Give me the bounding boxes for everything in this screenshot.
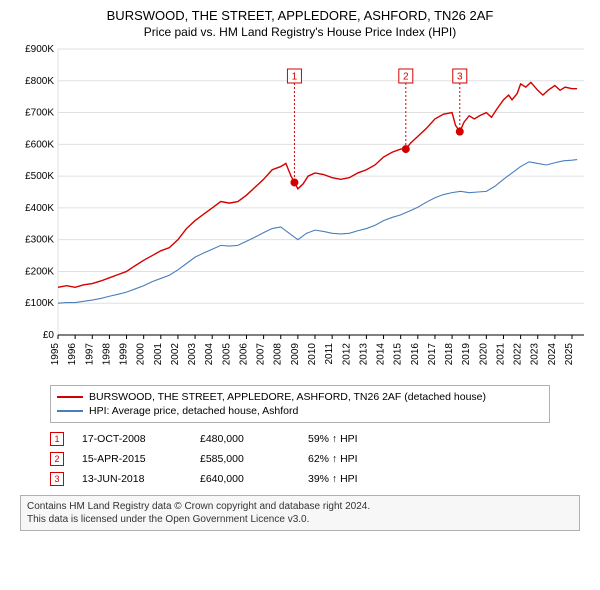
legend-swatch	[57, 396, 83, 398]
svg-text:£100K: £100K	[25, 298, 54, 309]
legend-label: BURSWOOD, THE STREET, APPLEDORE, ASHFORD…	[89, 391, 486, 403]
svg-text:2009: 2009	[290, 343, 301, 366]
events-table: 1 17-OCT-2008 £480,000 59% ↑ HPI 2 15-AP…	[50, 429, 580, 489]
svg-text:2025: 2025	[564, 343, 575, 366]
svg-text:1: 1	[292, 72, 298, 83]
svg-text:2020: 2020	[478, 343, 489, 366]
event-pct: 62% ↑ HPI	[308, 453, 418, 465]
svg-text:2022: 2022	[513, 343, 524, 366]
chart-subtitle: Price paid vs. HM Land Registry's House …	[10, 25, 590, 39]
svg-text:2008: 2008	[273, 343, 284, 366]
event-price: £640,000	[200, 473, 290, 485]
event-marker: 3	[50, 472, 64, 486]
svg-text:£600K: £600K	[25, 139, 54, 150]
svg-text:2015: 2015	[393, 343, 404, 366]
price-chart: £0 £100K £200K £300K £400K £500K £600K £700K £80…	[10, 45, 590, 375]
svg-text:1998: 1998	[101, 343, 112, 366]
svg-text:£700K: £700K	[25, 108, 54, 119]
svg-text:2019: 2019	[461, 343, 472, 366]
svg-text:2018: 2018	[444, 343, 455, 366]
svg-text:3: 3	[457, 72, 463, 83]
legend-item: HPI: Average price, detached house, Ashf…	[57, 404, 543, 418]
legend: BURSWOOD, THE STREET, APPLEDORE, ASHFORD…	[50, 385, 550, 423]
svg-text:2024: 2024	[547, 343, 558, 366]
svg-text:£800K: £800K	[25, 76, 54, 87]
svg-text:£900K: £900K	[25, 45, 54, 55]
svg-text:£500K: £500K	[25, 171, 54, 182]
svg-text:2004: 2004	[204, 343, 215, 366]
svg-text:2006: 2006	[238, 343, 249, 366]
svg-text:2016: 2016	[410, 343, 421, 366]
event-num: 2	[54, 454, 59, 464]
footer-line: Contains HM Land Registry data © Crown c…	[27, 500, 573, 513]
svg-text:2014: 2014	[376, 343, 387, 366]
footer-line: This data is licensed under the Open Gov…	[27, 513, 573, 526]
footer: Contains HM Land Registry data © Crown c…	[20, 495, 580, 531]
svg-text:2013: 2013	[358, 343, 369, 366]
event-marker: 1	[50, 432, 64, 446]
event-pct: 39% ↑ HPI	[308, 473, 418, 485]
legend-label: HPI: Average price, detached house, Ashf…	[89, 405, 298, 417]
event-date: 15-APR-2015	[82, 453, 182, 465]
svg-text:2001: 2001	[153, 343, 164, 366]
svg-text:2003: 2003	[187, 343, 198, 366]
svg-text:2021: 2021	[495, 343, 506, 366]
event-price: £480,000	[200, 433, 290, 445]
svg-text:2017: 2017	[427, 343, 438, 366]
svg-text:£400K: £400K	[25, 203, 54, 214]
svg-text:1999: 1999	[119, 343, 130, 366]
svg-text:£0: £0	[43, 330, 55, 341]
svg-text:2010: 2010	[307, 343, 318, 366]
event-num: 1	[54, 434, 59, 444]
svg-text:2000: 2000	[136, 343, 147, 366]
event-pct: 59% ↑ HPI	[308, 433, 418, 445]
event-row: 2 15-APR-2015 £585,000 62% ↑ HPI	[50, 449, 580, 469]
event-date: 13-JUN-2018	[82, 473, 182, 485]
svg-text:2023: 2023	[530, 343, 541, 366]
svg-text:£200K: £200K	[25, 266, 54, 277]
legend-item: BURSWOOD, THE STREET, APPLEDORE, ASHFORD…	[57, 390, 543, 404]
svg-text:1995: 1995	[50, 343, 61, 366]
svg-text:2: 2	[403, 72, 409, 83]
legend-swatch	[57, 410, 83, 412]
event-num: 3	[54, 474, 59, 484]
event-row: 1 17-OCT-2008 £480,000 59% ↑ HPI	[50, 429, 580, 449]
svg-text:2002: 2002	[170, 343, 181, 366]
svg-text:1996: 1996	[67, 343, 78, 366]
event-date: 17-OCT-2008	[82, 433, 182, 445]
svg-text:2007: 2007	[256, 343, 267, 366]
svg-text:£300K: £300K	[25, 235, 54, 246]
svg-text:2005: 2005	[221, 343, 232, 366]
event-marker: 2	[50, 452, 64, 466]
svg-text:1997: 1997	[84, 343, 95, 366]
svg-text:2011: 2011	[324, 343, 335, 365]
svg-text:2012: 2012	[341, 343, 352, 366]
chart-svg: £0 £100K £200K £300K £400K £500K £600K £700K £80…	[10, 45, 590, 375]
event-row: 3 13-JUN-2018 £640,000 39% ↑ HPI	[50, 469, 580, 489]
chart-title: BURSWOOD, THE STREET, APPLEDORE, ASHFORD…	[10, 8, 590, 23]
title-block: BURSWOOD, THE STREET, APPLEDORE, ASHFORD…	[10, 8, 590, 39]
event-price: £585,000	[200, 453, 290, 465]
